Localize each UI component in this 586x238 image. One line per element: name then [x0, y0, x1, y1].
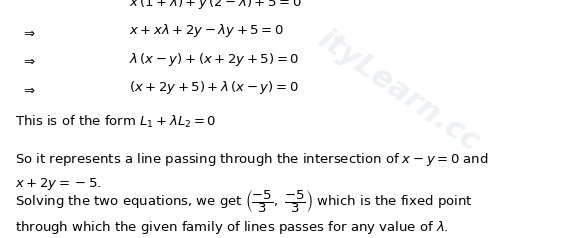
Text: $\Rightarrow$: $\Rightarrow$	[21, 83, 36, 96]
Text: ityLearn.cc: ityLearn.cc	[312, 24, 485, 157]
Text: So it represents a line passing through the intersection of $x-y=0$ and: So it represents a line passing through …	[15, 151, 488, 168]
Text: through which the given family of lines passes for any value of $\lambda$.: through which the given family of lines …	[15, 219, 448, 236]
Text: $(x+2y+5)+\lambda\,(x-y)=0$: $(x+2y+5)+\lambda\,(x-y)=0$	[129, 79, 299, 96]
Text: $x+2y=-5.$: $x+2y=-5.$	[15, 176, 101, 192]
Text: $\Rightarrow$: $\Rightarrow$	[21, 55, 36, 68]
Text: $\lambda\,(x-y)+(x+2y+5)=0$: $\lambda\,(x-y)+(x+2y+5)=0$	[129, 51, 299, 68]
Text: $x+x\lambda+2y-\lambda y+5=0$: $x+x\lambda+2y-\lambda y+5=0$	[129, 22, 284, 39]
Text: $\Rightarrow$: $\Rightarrow$	[21, 26, 36, 39]
Text: Solving the two equations, we get $\left(\dfrac{-5}{3},\ \dfrac{-5}{3}\right)$ w: Solving the two equations, we get $\left…	[15, 188, 472, 215]
Text: This is of the form $L_1+\lambda L_2=0$: This is of the form $L_1+\lambda L_2=0$	[15, 114, 216, 130]
Text: $x\,(1+\lambda)+y\,(2-\lambda)+5=0$: $x\,(1+\lambda)+y\,(2-\lambda)+5=0$	[129, 0, 302, 11]
